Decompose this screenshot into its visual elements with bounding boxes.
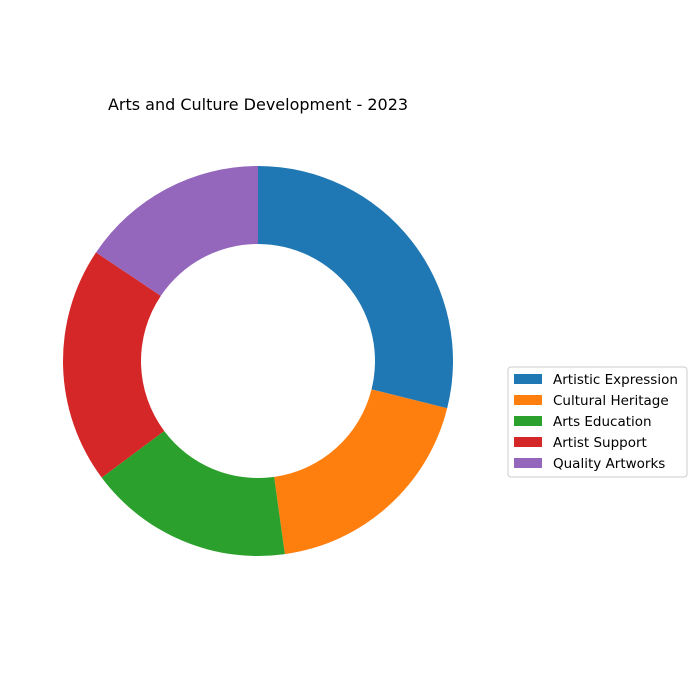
legend-swatch [514,458,542,468]
legend-swatch [514,395,542,405]
legend-swatch [514,416,542,426]
chart-title: Arts and Culture Development - 2023 [108,95,408,114]
legend-label: Quality Artworks [553,456,665,472]
slice-arts-education [101,430,285,556]
slice-artistic-expression [258,166,453,409]
legend: Artistic Expression Cultural Heritage Arts… [507,366,688,478]
legend-label: Artistic Expression [553,372,678,388]
legend-swatch [514,374,542,384]
legend-label: Cultural Heritage [553,393,669,409]
legend-box [507,366,688,478]
slice-quality-artworks [96,166,258,296]
slice-cultural-heritage [274,389,448,555]
legend-swatch [514,437,542,447]
legend-label: Arts Education [553,414,652,430]
slice-artist-support [63,252,165,478]
donut-slices [63,166,453,556]
legend-label: Artist Support [553,435,647,451]
